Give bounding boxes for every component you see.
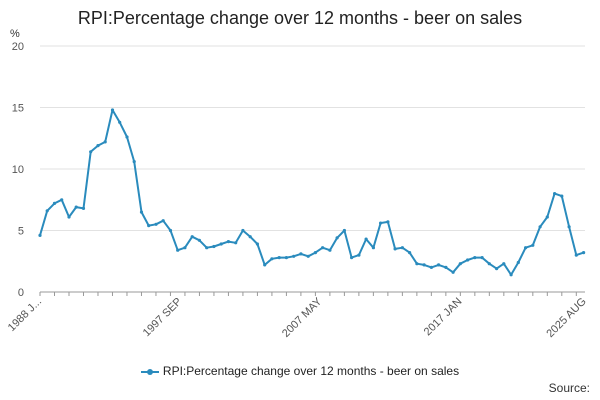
data-point <box>161 219 165 223</box>
data-point <box>357 253 361 257</box>
series-line <box>39 109 584 276</box>
data-point <box>516 260 520 265</box>
y-tick-label: 5 <box>18 226 24 238</box>
data-point <box>422 263 426 267</box>
data-point <box>74 205 78 209</box>
data-point <box>328 248 332 252</box>
data-point <box>212 244 216 249</box>
gridlines <box>40 45 585 293</box>
data-point <box>110 108 115 112</box>
data-point <box>582 251 586 255</box>
data-point <box>176 248 180 252</box>
data-point <box>473 256 477 260</box>
data-point <box>487 262 491 266</box>
data-point <box>190 235 194 239</box>
data-point <box>96 144 100 148</box>
data-point <box>197 238 201 242</box>
data-point <box>495 267 499 271</box>
data-point <box>567 225 571 229</box>
y-axis: 0 5 10 15 20 <box>12 41 24 299</box>
data-point <box>52 201 57 205</box>
data-point <box>205 246 209 250</box>
data-point <box>429 265 433 269</box>
data-point <box>263 263 267 267</box>
data-point <box>89 150 93 154</box>
data-point <box>226 240 230 244</box>
source-label: Source: <box>548 381 590 395</box>
data-point <box>306 254 310 258</box>
data-point <box>350 256 354 260</box>
data-point <box>458 262 462 266</box>
x-tick-label: 2017 JAN <box>422 296 465 339</box>
data-point <box>67 215 71 219</box>
data-point <box>81 206 86 210</box>
data-point <box>255 242 259 246</box>
data-point <box>371 246 375 250</box>
y-tick-label: 0 <box>18 287 24 299</box>
legend: RPI:Percentage change over 12 months - b… <box>0 364 600 378</box>
x-tick-label: 1997 SEP <box>141 296 185 340</box>
data-point <box>531 243 535 247</box>
x-axis: 1988 J... 1997 SEP 2007 MAY 2017 JAN 2025 AU… <box>6 292 589 340</box>
data-point <box>183 246 187 250</box>
data-point <box>270 257 274 261</box>
data-point <box>524 246 528 250</box>
data-point <box>415 262 419 266</box>
y-tick-label: 15 <box>12 103 24 115</box>
data-point <box>502 262 506 266</box>
data-point <box>545 215 549 219</box>
data-point <box>103 140 107 144</box>
data-point <box>553 192 557 196</box>
data-point <box>45 209 49 213</box>
data-point <box>444 265 448 269</box>
data-point <box>364 237 368 241</box>
chart-title: RPI:Percentage change over 12 months - b… <box>77 8 523 28</box>
data-point <box>313 251 317 255</box>
data-point <box>408 251 412 255</box>
data-point <box>400 246 404 250</box>
data-point <box>292 254 296 258</box>
data-point <box>248 235 252 239</box>
data-point <box>560 194 564 198</box>
series-layer <box>38 108 586 277</box>
data-point <box>321 246 325 250</box>
data-point <box>451 270 455 274</box>
y-axis-unit-label: % <box>10 28 20 40</box>
data-point <box>154 222 158 226</box>
data-point <box>437 263 441 267</box>
data-point <box>284 256 288 260</box>
data-point <box>342 228 346 233</box>
data-point <box>125 135 129 139</box>
y-tick-label: 20 <box>12 41 24 53</box>
legend-label: RPI:Percentage change over 12 months - b… <box>162 364 460 378</box>
data-point <box>386 220 390 224</box>
data-point <box>168 228 173 233</box>
data-point <box>509 273 513 277</box>
data-point <box>38 233 42 237</box>
data-point <box>60 198 64 202</box>
data-point <box>393 247 397 251</box>
data-point <box>234 241 238 245</box>
data-point <box>480 256 484 260</box>
data-point <box>299 252 303 256</box>
y-tick-label: 10 <box>12 164 24 176</box>
data-point <box>147 224 151 228</box>
data-point <box>538 225 542 229</box>
data-point <box>335 236 339 240</box>
data-point <box>219 242 223 246</box>
data-point <box>466 258 470 262</box>
x-tick-label: 1988 J... <box>6 296 44 334</box>
data-point <box>132 160 136 164</box>
data-point <box>277 256 281 260</box>
legend-swatch <box>140 367 159 377</box>
data-point <box>139 210 144 214</box>
data-point <box>574 253 578 257</box>
data-point <box>379 221 383 225</box>
x-tick-label: 2025 AUG <box>544 296 588 340</box>
x-tick-label: 2007 MAY <box>280 295 325 340</box>
data-point <box>118 120 122 124</box>
data-point <box>241 228 245 233</box>
